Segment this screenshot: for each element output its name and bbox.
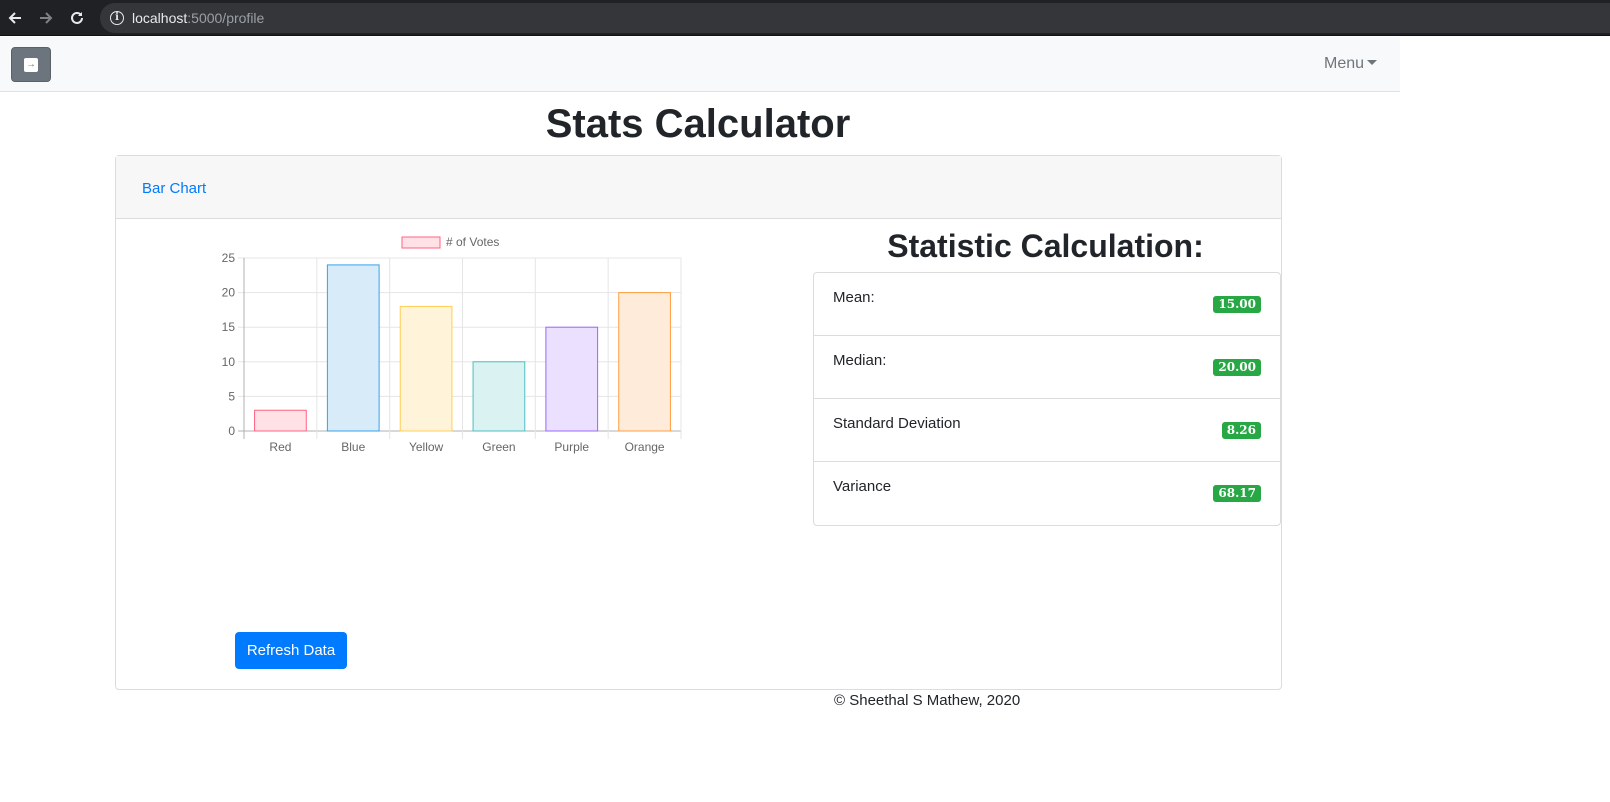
refresh-data-button[interactable]: Refresh Data: [235, 632, 347, 669]
stat-row: Median: 20.00: [814, 336, 1280, 399]
card-header: Bar Chart: [116, 156, 1281, 219]
bar-blue: [326, 264, 380, 432]
stat-title: Statistic Calculation:: [887, 228, 1204, 264]
stat-label: Variance: [833, 478, 892, 495]
y-tick-label: 5: [228, 389, 235, 403]
y-tick-label: 25: [222, 251, 236, 265]
stat-value-badge: 68.17: [1213, 485, 1261, 502]
url-path: :5000/profile: [187, 10, 265, 26]
stat-label: Standard Deviation: [833, 415, 961, 432]
stat-value-badge: 8.26: [1221, 422, 1261, 439]
forward-icon[interactable]: [35, 7, 57, 29]
x-tick-label: Orange: [625, 440, 665, 454]
legend-label: # of Votes: [446, 235, 499, 249]
menu-dropdown[interactable]: Menu: [1324, 55, 1378, 73]
page-title: Stats Calculator: [545, 102, 851, 146]
bar-purple: [545, 326, 599, 432]
y-tick-label: 20: [222, 286, 236, 300]
stat-value-badge: 20.00: [1213, 359, 1261, 376]
stat-label: Median:: [833, 352, 887, 369]
x-tick-label: Purple: [554, 440, 589, 454]
legend-swatch: [401, 236, 441, 249]
x-tick-label: Green: [482, 440, 515, 454]
browser-toolbar: i localhost:5000/profile: [0, 0, 1610, 36]
y-tick-label: 0: [228, 424, 235, 438]
site-info-icon[interactable]: i: [110, 11, 124, 25]
navbar: → Menu: [0, 37, 1400, 92]
stat-row: Variance 68.17: [814, 462, 1280, 525]
bar-red: [254, 409, 307, 432]
bar-chart-link[interactable]: Bar Chart: [142, 180, 207, 197]
x-tick-label: Yellow: [409, 440, 444, 454]
stat-value-badge: 15.00: [1213, 296, 1261, 313]
stat-row: Mean: 15.00: [814, 273, 1280, 336]
y-tick-label: 10: [222, 355, 236, 369]
stat-row: Standard Deviation 8.26: [814, 399, 1280, 462]
back-icon[interactable]: [4, 7, 26, 29]
reload-icon[interactable]: [66, 7, 88, 29]
chart-card: Bar Chart 0 5 10 15 20 25 Red Blue Yellow Green Pu…: [115, 155, 1282, 690]
address-bar[interactable]: [100, 3, 1610, 33]
x-tick-label: Red: [269, 440, 291, 454]
bar-chart: 0 5 10 15 20 25 Red Blue Yellow Green Purple Orange…: [222, 235, 682, 454]
footer-copyright: © Sheethal S Mathew, 2020: [834, 692, 1021, 709]
bar-yellow: [399, 305, 453, 432]
caret-down-icon: [1367, 60, 1378, 65]
bar-green: [472, 361, 526, 432]
url-text[interactable]: localhost:5000/profile: [132, 10, 264, 26]
stat-list: Mean: 15.00 Median: 20.00 Standard Deviation…: [813, 272, 1281, 526]
y-tick-label: 15: [222, 320, 236, 334]
x-tick-label: Blue: [341, 440, 365, 454]
menu-label: Menu: [1324, 55, 1365, 72]
url-host: localhost: [132, 10, 188, 26]
sidebar-toggle-button[interactable]: →: [11, 47, 51, 82]
arrow-right-icon: →: [24, 57, 38, 72]
stat-label: Mean:: [833, 289, 875, 306]
bar-orange: [618, 292, 671, 432]
